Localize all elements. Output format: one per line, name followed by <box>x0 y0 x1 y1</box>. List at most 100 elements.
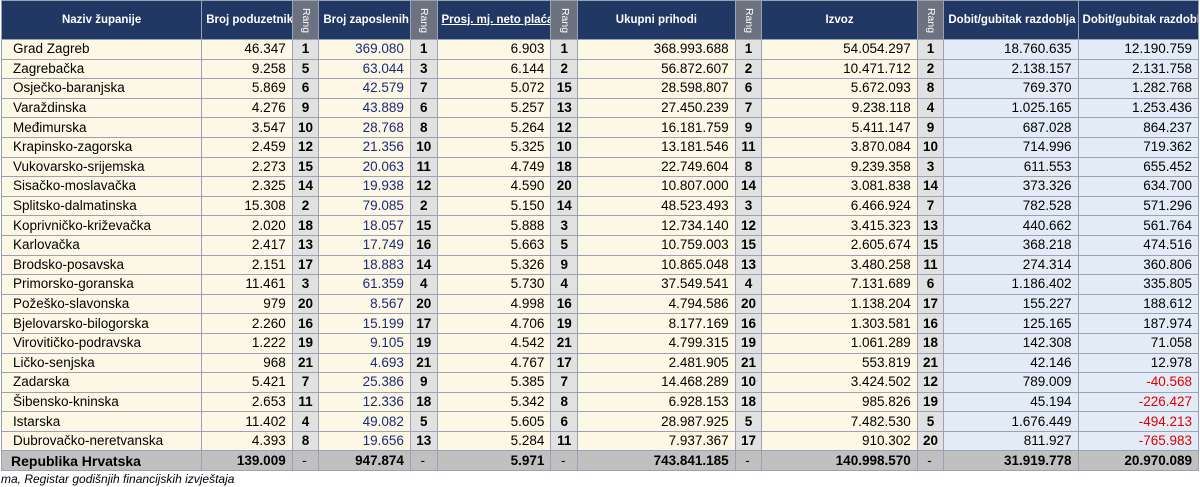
cell-rank-employees: 18 <box>409 391 438 413</box>
cell-rank-salary: 9 <box>550 254 579 276</box>
cell-revenue: 14.468.289 <box>577 372 736 393</box>
cell-county: Zadarska <box>0 372 203 393</box>
cell-rank-employees: 17 <box>409 313 438 334</box>
cell-rank-export: 12 <box>916 372 945 393</box>
cell-rank-entrepreneurs: 5 <box>291 58 320 80</box>
cell-export: 9.238.118 <box>761 97 918 119</box>
cell-rank-entrepreneurs: 6 <box>291 78 320 99</box>
total-rank-5: - <box>916 450 945 472</box>
cell-profit-2020: -226.427 <box>1077 391 1200 413</box>
cell-revenue: 6.928.153 <box>577 391 736 413</box>
cell-export: 553.819 <box>761 352 918 374</box>
table-row: Brodsko-posavska 2.151 17 18.883 14 5.326 9 10.… <box>0 254 1200 276</box>
header-profit-2019: Dobit/gubitak razdoblja 2019. <box>943 0 1079 40</box>
header-rank-salary: Rang <box>550 0 579 40</box>
cell-revenue: 4.794.586 <box>577 293 736 315</box>
cell-export: 3.870.084 <box>761 136 918 158</box>
cell-county: Splitsko-dalmatinska <box>0 195 203 217</box>
cell-rank-employees: 1 <box>409 39 438 60</box>
cell-export: 910.302 <box>761 430 918 452</box>
cell-rank-salary: 8 <box>550 391 579 413</box>
cell-revenue: 4.799.315 <box>577 332 736 354</box>
cell-employees: 19.656 <box>318 430 411 452</box>
cell-profit-2020: 188.612 <box>1077 293 1200 315</box>
cell-rank-export: 15 <box>916 234 945 256</box>
cell-rank-revenue: 12 <box>734 215 763 236</box>
cell-rank-revenue: 14 <box>734 176 763 197</box>
cell-rank-export: 2 <box>916 58 945 80</box>
total-rank-3: - <box>550 450 579 472</box>
cell-rank-revenue: 9 <box>734 117 763 138</box>
cell-revenue: 48.523.493 <box>577 195 736 217</box>
cell-rank-export: 1 <box>916 39 945 60</box>
cell-revenue: 27.450.239 <box>577 97 736 119</box>
header-county: Naziv županije <box>0 0 203 40</box>
cell-rank-salary: 11 <box>550 430 579 452</box>
cell-export: 9.239.358 <box>761 156 918 178</box>
cell-rank-entrepreneurs: 1 <box>291 39 320 60</box>
cell-profit-2019: 373.326 <box>943 176 1079 197</box>
cell-avg-salary: 5.663 <box>436 234 552 256</box>
cell-profit-2020: -40.568 <box>1077 372 1200 393</box>
cell-rank-revenue: 2 <box>734 58 763 80</box>
cell-export: 1.138.204 <box>761 293 918 315</box>
cell-avg-salary: 5.284 <box>436 430 552 452</box>
cell-employees: 42.579 <box>318 78 411 99</box>
cell-county: Zagrebačka <box>0 58 203 80</box>
cell-county: Ličko-senjska <box>0 352 203 374</box>
cell-profit-2019: 440.662 <box>943 215 1079 236</box>
total-export: 140.998.570 <box>761 450 918 472</box>
cell-rank-salary: 21 <box>550 332 579 354</box>
cell-rank-export: 18 <box>916 332 945 354</box>
cell-profit-2020: 655.452 <box>1077 156 1200 178</box>
table-row: Virovitičko-podravska 1.222 19 9.105 19 4.542… <box>0 332 1200 354</box>
cell-rank-salary: 5 <box>550 234 579 256</box>
cell-rank-export: 4 <box>916 97 945 119</box>
cell-rank-export: 14 <box>916 176 945 197</box>
cell-rank-revenue: 11 <box>734 136 763 158</box>
table-row: Krapinsko-zagorska 2.459 12 21.356 10 5.325 10… <box>0 136 1200 158</box>
cell-profit-2020: 864.237 <box>1077 117 1200 138</box>
table-row: Zagrebačka 9.258 5 63.044 3 6.144 2 56.872.607 2… <box>0 58 1200 80</box>
cell-profit-2019: 1.186.402 <box>943 274 1079 295</box>
cell-rank-entrepreneurs: 17 <box>291 254 320 276</box>
cell-export: 3.480.258 <box>761 254 918 276</box>
cell-entrepreneurs: 2.653 <box>201 391 293 413</box>
cell-profit-2020: 187.974 <box>1077 313 1200 334</box>
cell-rank-revenue: 1 <box>734 39 763 60</box>
cell-profit-2019: 18.760.635 <box>943 39 1079 60</box>
header-profit-2020: Dobit/gubitak razdoblja 2020. <box>1077 0 1200 40</box>
cell-profit-2020: 634.700 <box>1077 176 1200 197</box>
total-rank-2: - <box>409 450 438 472</box>
cell-profit-2019: 811.927 <box>943 430 1079 452</box>
cell-avg-salary: 5.385 <box>436 372 552 393</box>
table-row: Splitsko-dalmatinska 15.308 2 79.085 2 5.150 1… <box>0 195 1200 217</box>
cell-rank-revenue: 21 <box>734 352 763 374</box>
cell-profit-2020: 335.805 <box>1077 274 1200 295</box>
cell-rank-revenue: 3 <box>734 195 763 217</box>
cell-rank-employees: 7 <box>409 78 438 99</box>
cell-county: Sisačko-moslavačka <box>0 176 203 197</box>
cell-county: Koprivničko-križevačka <box>0 215 203 236</box>
cell-employees: 17.749 <box>318 234 411 256</box>
cell-rank-employees: 6 <box>409 97 438 119</box>
cell-rank-export: 8 <box>916 78 945 99</box>
cell-rank-export: 20 <box>916 430 945 452</box>
cell-rank-revenue: 5 <box>734 411 763 432</box>
cell-employees: 15.199 <box>318 313 411 334</box>
cell-profit-2019: 155.227 <box>943 293 1079 315</box>
cell-profit-2019: 2.138.157 <box>943 58 1079 80</box>
cell-rank-export: 10 <box>916 136 945 158</box>
cell-profit-2020: 12.190.759 <box>1077 39 1200 60</box>
cell-rank-employees: 5 <box>409 411 438 432</box>
table-row: Varaždinska 4.276 9 43.889 6 5.257 13 27.450.23… <box>0 97 1200 119</box>
cell-rank-export: 9 <box>916 117 945 138</box>
cell-entrepreneurs: 1.222 <box>201 332 293 354</box>
cell-avg-salary: 4.590 <box>436 176 552 197</box>
cell-entrepreneurs: 968 <box>201 352 293 374</box>
total-rank-4: - <box>734 450 763 472</box>
cell-rank-export: 16 <box>916 313 945 334</box>
table-row: Požeško-slavonska 979 20 8.567 20 4.998 16 4.79… <box>0 293 1200 315</box>
cell-rank-salary: 18 <box>550 156 579 178</box>
cell-rank-export: 21 <box>916 352 945 374</box>
